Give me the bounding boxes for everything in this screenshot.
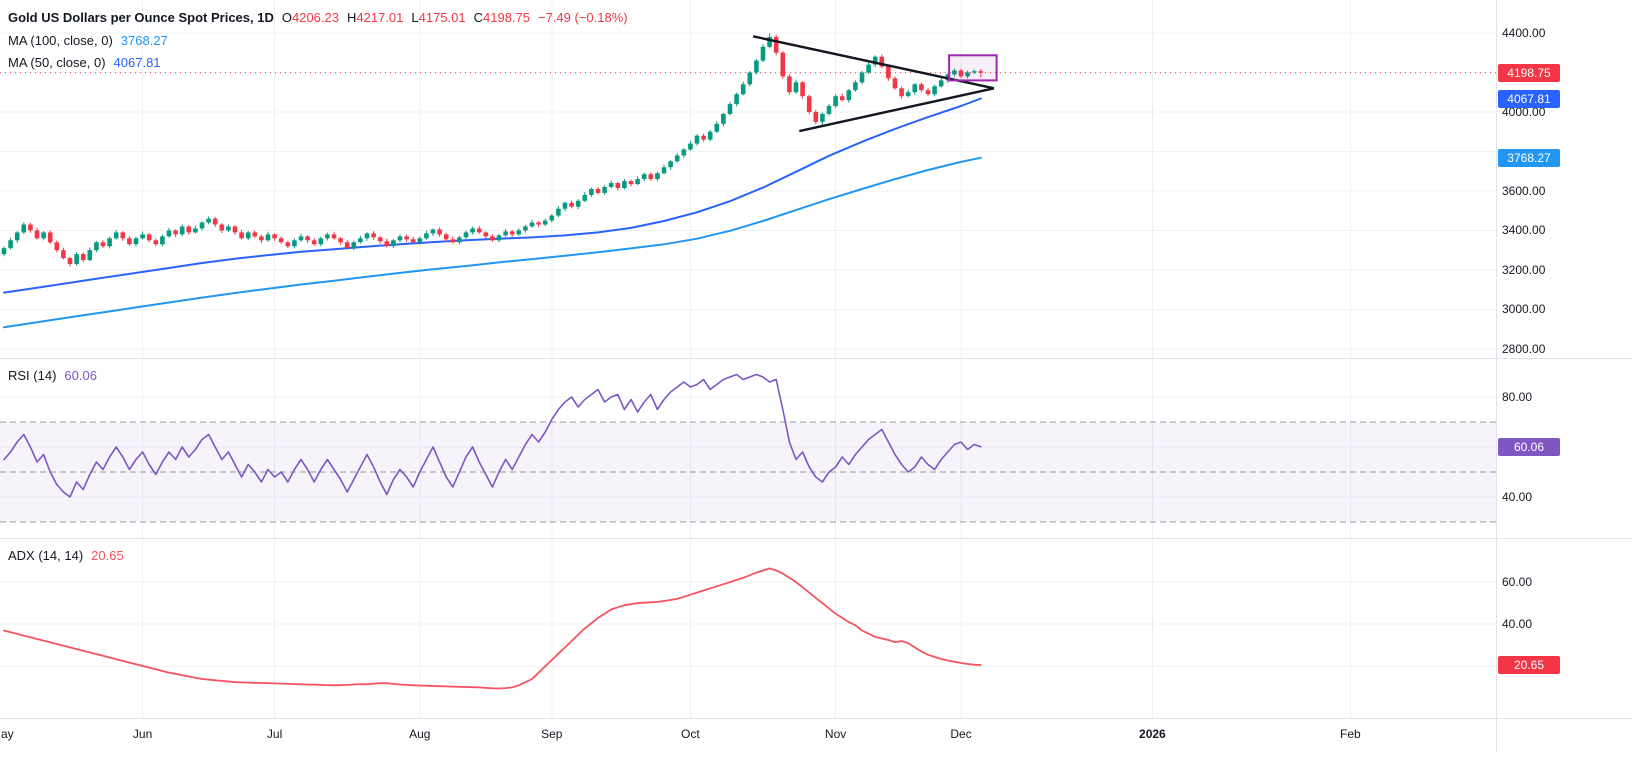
chart-plot-area[interactable]: Gold US Dollars per Ounce Spot Prices, 1… [0, 0, 1496, 718]
ma50-value: 4067.81 [113, 55, 161, 70]
price-axis-label: 3600.00 [1502, 183, 1546, 198]
ma100-value: 3768.27 [120, 33, 168, 48]
rsi-value: 60.06 [64, 368, 97, 383]
rsi-label: RSI (14) [8, 368, 57, 383]
symbol-title: Gold US Dollars per Ounce Spot Prices, 1… [8, 10, 274, 25]
time-axis-label: Jun [132, 727, 153, 741]
time-axis-label: Oct [681, 727, 700, 741]
price-axis-label: 60.00 [1502, 575, 1533, 590]
time-axis-label: ay [0, 727, 14, 741]
ma50-badge: 4067.81 [1498, 89, 1560, 108]
rsi-line [3, 373, 982, 498]
ma100-line [3, 156, 982, 329]
ma50-legend-row[interactable]: MA (50, close, 0) 4067.81 [8, 55, 161, 70]
adx-line [3, 567, 982, 690]
price-axis-label: 4000.00 [1502, 105, 1546, 119]
adx-badge: 20.65 [1498, 656, 1560, 674]
gridlines [0, 0, 1496, 718]
time-axis-label: Feb [1340, 727, 1361, 741]
ma100-label: MA (100, close, 0) [8, 33, 113, 48]
adx-legend-row[interactable]: ADX (14, 14) 20.65 [8, 548, 124, 563]
pane-separator-adx[interactable] [0, 538, 1632, 539]
adx-label: ADX (14, 14) [8, 548, 84, 563]
ma100-legend-row[interactable]: MA (100, close, 0) 3768.27 [8, 33, 168, 48]
highlight-box[interactable] [948, 54, 998, 82]
price-axis-label: 2800.00 [1502, 341, 1546, 356]
pane-separator-rsi[interactable] [0, 358, 1632, 359]
time-axis-label: Nov [824, 727, 847, 741]
price-axis-label: 3400.00 [1502, 223, 1546, 238]
ohlc-close: C4198.75 [473, 10, 530, 25]
change-value: −7.49 (−0.18%) [538, 10, 628, 25]
price-axis-label: 3000.00 [1502, 302, 1546, 317]
ohlc-open: O4206.23 [281, 10, 339, 25]
rsi-band [0, 422, 1496, 522]
time-axis-label: Dec [950, 727, 972, 741]
price-axis[interactable]: 4400.004200.004000.003600.003400.003200.… [1497, 0, 1632, 718]
rsi-legend-row[interactable]: RSI (14) 60.06 [8, 368, 97, 383]
ma100-badge: 3768.27 [1498, 148, 1560, 167]
price-axis-label: 40.00 [1502, 490, 1533, 504]
price-axis-label: 40.00 [1502, 617, 1533, 632]
ma50-label: MA (50, close, 0) [8, 55, 106, 70]
candles [1, 33, 984, 267]
price-axis-border [1496, 0, 1497, 752]
rsi-badge: 60.06 [1498, 437, 1560, 456]
price-axis-label: 4400.00 [1502, 26, 1546, 40]
last-price-badge: 4198.75 [1498, 63, 1560, 82]
time-axis-border [0, 718, 1632, 719]
time-axis-label: Sep [541, 727, 563, 741]
adx-value: 20.65 [91, 548, 124, 563]
chart-canvas[interactable] [0, 0, 1496, 718]
time-axis-label: Aug [409, 727, 431, 741]
price-axis-label: 3200.00 [1502, 262, 1546, 277]
time-axis-label: 2026 [1139, 727, 1166, 741]
time-axis-label: Jul [266, 727, 283, 741]
ohlc-high: H4217.01 [346, 10, 404, 25]
price-axis-label: 80.00 [1502, 390, 1533, 404]
ohlc-low: L4175.01 [411, 10, 466, 25]
time-axis[interactable]: ay Jun Jul Aug Sep Oct Nov Dec 2026 Feb [0, 719, 1632, 752]
triangle-lower-trendline[interactable] [799, 87, 995, 133]
symbol-legend-row[interactable]: Gold US Dollars per Ounce Spot Prices, 1… [8, 10, 628, 25]
